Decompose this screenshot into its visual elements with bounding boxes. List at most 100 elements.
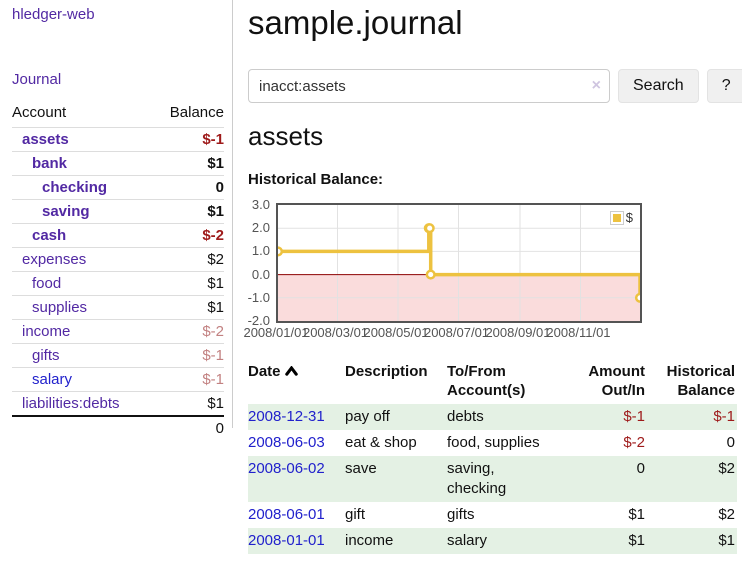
transaction-amount: $1 [628,506,645,523]
transaction-row: 2008-06-01 gift gifts $1 $2 [248,502,737,528]
chart-legend: $ [607,209,635,226]
sidebar-account-link[interactable]: food [32,275,62,292]
transaction-date-link[interactable]: 2008-06-03 [248,434,325,451]
sort-ascending-icon [284,365,298,376]
account-balance: $1 [152,271,224,296]
sidebar-account-link[interactable]: gifts [32,347,60,364]
page: hledger-web Journal Account Balance asse… [12,0,742,554]
account-balance: $1 [152,151,224,176]
transaction-row: 2008-01-01 income salary $1 $1 [248,528,737,554]
chart-plot-area[interactable]: $ [276,203,642,323]
sidebar-account-link[interactable]: expenses [22,251,87,268]
account-balance: $-1 [152,127,224,152]
chart-title: Historical Balance: [248,171,384,188]
search-button[interactable]: Search [618,69,699,103]
chart-y-axis: 3.0 2.0 1.0 0.0 -1.0 -2.0 [248,197,272,328]
register-header-accounts: To/From Account(s) [447,363,526,399]
transaction-description: pay off [345,408,390,425]
account-balance: $-1 [152,367,224,392]
chart-canvas [278,205,640,321]
transaction-row: 2008-06-03 eat & shop food, supplies $-2 0 [248,430,737,456]
account-balance: $1 [152,199,224,224]
account-balance: $1 [152,295,224,320]
sidebar-account-link[interactable]: cash [32,227,67,244]
sidebar-account-link[interactable]: income [22,323,71,340]
main-content: sample.journal × Search ? assets Histori… [233,0,742,554]
transaction-date-link[interactable]: 2008-06-01 [248,506,325,523]
account-row: food $1 [12,271,224,296]
accounts-total-row: 0 [12,415,224,440]
accounts-total-value: 0 [152,415,224,440]
page-title: sample.journal [248,4,463,41]
account-heading: assets [248,121,324,151]
transaction-accounts: saving, checking [447,460,507,497]
historical-balance-chart[interactable]: 3.0 2.0 1.0 0.0 -1.0 -2.0 $ 2008/01/01 2008/03… [243,197,666,340]
accounts-table: Account Balance assets $-1 bank $1 checking 0… [12,101,224,440]
account-balance: $1 [152,391,224,416]
account-balance: $2 [152,247,224,272]
x-tick-label: 2008/03/01 [302,325,369,340]
transaction-description: income [345,532,394,549]
account-row: saving $1 [12,199,224,224]
register-header-amount: Amount Out/In [588,363,645,399]
account-row: salary $-1 [12,367,224,392]
sidebar-account-link[interactable]: assets [22,131,69,148]
transaction-balance: 0 [726,434,735,451]
x-tick-label: 2008/11/01 [546,325,611,340]
sidebar-account-link[interactable]: bank [32,155,68,172]
transaction-accounts: gifts [447,506,475,523]
accounts-header-balance: Balance [169,104,224,121]
account-row: checking 0 [12,175,224,200]
x-tick-label: 2008/09/01 [485,325,551,340]
y-tick-label: -2.0 [247,313,270,328]
y-tick-label: 2.0 [251,220,270,236]
legend-label: $ [625,210,633,225]
account-row: liabilities:debts $1 [12,391,224,416]
sidebar-account-link[interactable]: liabilities:debts [22,395,120,412]
y-tick-label: 0.0 [251,266,270,282]
transaction-row: 2008-12-31 pay off debts $-1 $-1 [248,404,737,430]
transaction-accounts: salary [447,532,488,549]
y-tick-label: 3.0 [251,197,270,212]
chart-x-axis: 2008/01/01 2008/03/01 2008/05/01 2008/07/01… [243,323,638,340]
transaction-description: save [345,460,377,477]
transaction-date-link[interactable]: 2008-01-01 [248,532,325,549]
sidebar-account-link[interactable]: saving [42,203,90,220]
transaction-description: eat & shop [345,434,417,451]
register-table: Date Description To/From Account(s) Amou… [248,360,737,554]
transaction-amount: 0 [636,460,645,477]
x-tick-label: 2008/01/01 [243,325,309,340]
account-row: gifts $-1 [12,343,224,368]
account-balance: 0 [152,175,224,200]
help-button[interactable]: ? [706,69,742,103]
account-row: assets $-1 [12,127,224,152]
legend-swatch-icon [609,210,624,225]
app-title-link[interactable]: hledger-web [12,6,95,23]
sidebar-account-link[interactable]: supplies [32,299,88,316]
account-row: cash $-2 [12,223,224,248]
clear-search-icon[interactable]: × [591,77,601,94]
transaction-date-link[interactable]: 2008-06-02 [248,460,325,477]
transaction-balance: $1 [718,532,735,549]
register-header-description: Description [345,363,428,380]
account-balance: $-1 [152,343,224,368]
account-row: bank $1 [12,151,224,176]
transaction-balance: $2 [718,460,735,477]
transaction-amount: $-1 [623,408,645,425]
x-tick-label: 2008/07/01 [423,325,490,340]
x-tick-label: 2008/05/01 [363,325,429,340]
search-input[interactable] [248,69,610,103]
sidebar-account-link[interactable]: salary [32,371,73,388]
account-row: income $-2 [12,319,224,344]
sidebar-account-link[interactable]: checking [42,179,108,196]
accounts-header-account: Account [12,104,67,121]
transaction-accounts: debts [447,408,484,425]
account-row: expenses $2 [12,247,224,272]
register-header-date[interactable]: Date [248,360,345,404]
transaction-date-link[interactable]: 2008-12-31 [248,408,325,425]
sidebar-item-journal[interactable]: Journal [12,71,62,88]
transaction-description: gift [345,506,366,523]
transaction-row: 2008-06-02 save saving, checking 0 $2 [248,456,737,502]
transaction-balance: $2 [718,506,735,523]
transaction-amount: $1 [628,532,645,549]
